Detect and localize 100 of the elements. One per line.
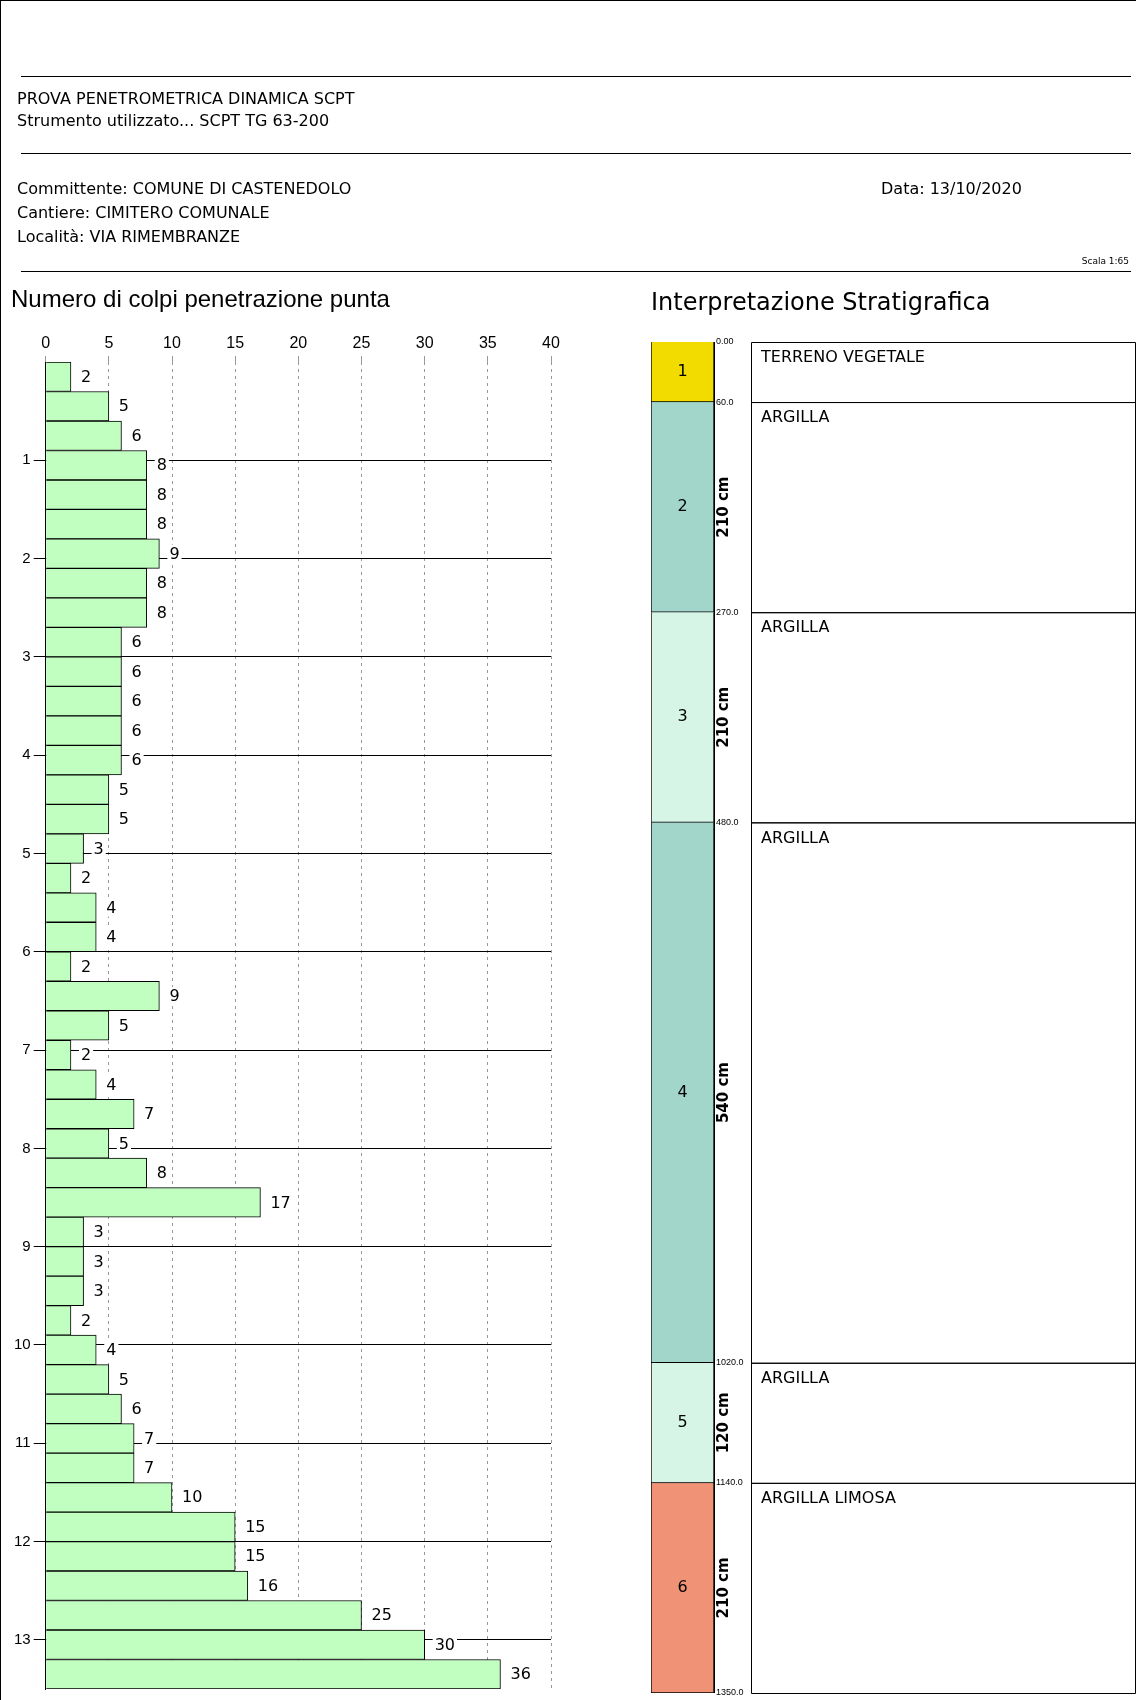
data-label: 16	[257, 1575, 279, 1595]
data-label: 3	[93, 838, 104, 858]
data-label: 3	[93, 1281, 104, 1301]
y-tick-label: 60.0	[716, 396, 734, 407]
data-label: 210 cm	[713, 476, 732, 538]
data-label: 5	[118, 779, 130, 799]
data-label: 6	[131, 661, 142, 681]
annotation: 2	[677, 496, 688, 516]
y-tick-label: 4	[22, 745, 31, 763]
text: Località: VIA RIMEMBRANZE	[17, 227, 241, 246]
data-label: 2	[80, 1045, 92, 1065]
data-label: 8	[156, 1163, 167, 1183]
text: Strumento utilizzato... SCPT TG 63-200	[17, 111, 330, 130]
data-label: 5	[118, 1369, 130, 1389]
data-label: 36	[510, 1664, 531, 1684]
data-label: 2	[80, 366, 92, 386]
text: ARGILLA	[761, 827, 830, 847]
y-tick-label: 11	[15, 1433, 31, 1451]
x-tick-label: 15	[226, 333, 245, 351]
y-tick-label: 270.0	[716, 606, 739, 617]
data-label: 10	[182, 1487, 203, 1507]
x-tick-label: 25	[352, 333, 371, 351]
y-tick-label: 9	[22, 1236, 31, 1254]
x-tick-label: 5	[104, 333, 114, 351]
y-tick-label: 1	[22, 450, 31, 468]
data-label: 7	[144, 1104, 155, 1124]
data-label: 9	[169, 543, 180, 563]
text: ARGILLA	[761, 407, 830, 427]
data-label: 4	[106, 927, 117, 947]
x-tick-label: 10	[163, 333, 182, 351]
data-label: 2	[80, 868, 92, 888]
data-label: 6	[131, 632, 142, 652]
y-tick-label: 7	[22, 1040, 31, 1058]
data-label: 4	[106, 1340, 117, 1360]
data-label: 8	[156, 455, 167, 475]
data-label: 25	[371, 1605, 392, 1625]
y-tick-label: 2	[22, 548, 31, 566]
y-tick-label: 1350.0	[716, 1687, 744, 1698]
annotation: 3	[677, 706, 688, 726]
annotation: 1	[677, 361, 688, 381]
data-label: 3	[93, 1222, 104, 1242]
text: Data: 13/10/2020	[881, 179, 1022, 198]
data-label: 8	[156, 514, 167, 534]
data-label: 17	[270, 1192, 291, 1212]
data-label: 210 cm	[713, 1557, 732, 1619]
chart-title: Numero di colpi penetrazione punta	[11, 285, 391, 313]
text: Committente: COMUNE DI CASTENEDOLO	[17, 179, 352, 198]
data-label: 5	[118, 1133, 130, 1153]
data-label: 8	[156, 573, 167, 593]
data-label: 8	[156, 484, 167, 504]
annotation: 6	[677, 1577, 688, 1597]
data-label: 210 cm	[713, 686, 732, 748]
text: ARGILLA	[761, 1367, 830, 1387]
data-label: 15	[245, 1546, 266, 1566]
y-tick-label: 480.0	[716, 816, 739, 827]
data-label: 6	[131, 720, 142, 740]
text: Scala 1:65	[1081, 256, 1129, 266]
data-label: 5	[118, 809, 130, 829]
text: ARGILLA LIMOSA	[761, 1488, 896, 1507]
data-label: 8	[156, 602, 167, 622]
data-label: 6	[131, 750, 142, 770]
y-tick-label: 0.00	[716, 336, 734, 347]
text: TERRENO VEGETALE	[760, 347, 925, 367]
data-label: 4	[106, 1074, 117, 1094]
x-tick-label: 40	[542, 333, 560, 351]
data-label: 2	[80, 1310, 92, 1330]
y-tick-label: 5	[22, 843, 31, 861]
y-tick-label: 12	[14, 1531, 31, 1549]
data-label: 2	[80, 956, 92, 976]
text: PROVA PENETROMETRICA DINAMICA SCPT	[17, 89, 355, 108]
text: Cantiere: CIMITERO COMUNALE	[17, 203, 270, 222]
data-label: 15	[245, 1516, 266, 1536]
data-label: 7	[144, 1457, 155, 1477]
y-tick-label: 10	[14, 1335, 31, 1353]
x-tick-label: 35	[478, 333, 497, 351]
data-label: 5	[118, 396, 130, 416]
x-tick-label: 0	[41, 333, 51, 351]
y-tick-label: 1140.0	[716, 1477, 743, 1488]
text: Interpretazione Stratigrafica	[651, 288, 991, 317]
data-label: 30	[434, 1634, 456, 1654]
data-label: 540 cm	[713, 1062, 732, 1124]
data-label: 120 cm	[713, 1392, 732, 1454]
data-label: 5	[118, 1015, 130, 1035]
data-label: 7	[144, 1428, 155, 1448]
data-label: 4	[106, 897, 117, 917]
data-label: 6	[131, 1399, 142, 1419]
y-tick-label: 6	[22, 941, 31, 959]
y-tick-label: 3	[22, 647, 31, 665]
data-label: 6	[131, 425, 142, 445]
x-tick-label: 20	[289, 333, 308, 351]
y-tick-label: 13	[14, 1629, 31, 1647]
text: ARGILLA	[761, 617, 830, 637]
data-label: 6	[131, 691, 142, 711]
x-tick-label: 30	[415, 333, 434, 351]
data-label: 3	[93, 1251, 104, 1271]
annotation: 5	[677, 1411, 688, 1431]
y-tick-label: 8	[22, 1138, 31, 1156]
annotation: 4	[677, 1081, 688, 1101]
data-label: 9	[169, 986, 180, 1006]
y-tick-label: 1020.0	[716, 1357, 744, 1368]
